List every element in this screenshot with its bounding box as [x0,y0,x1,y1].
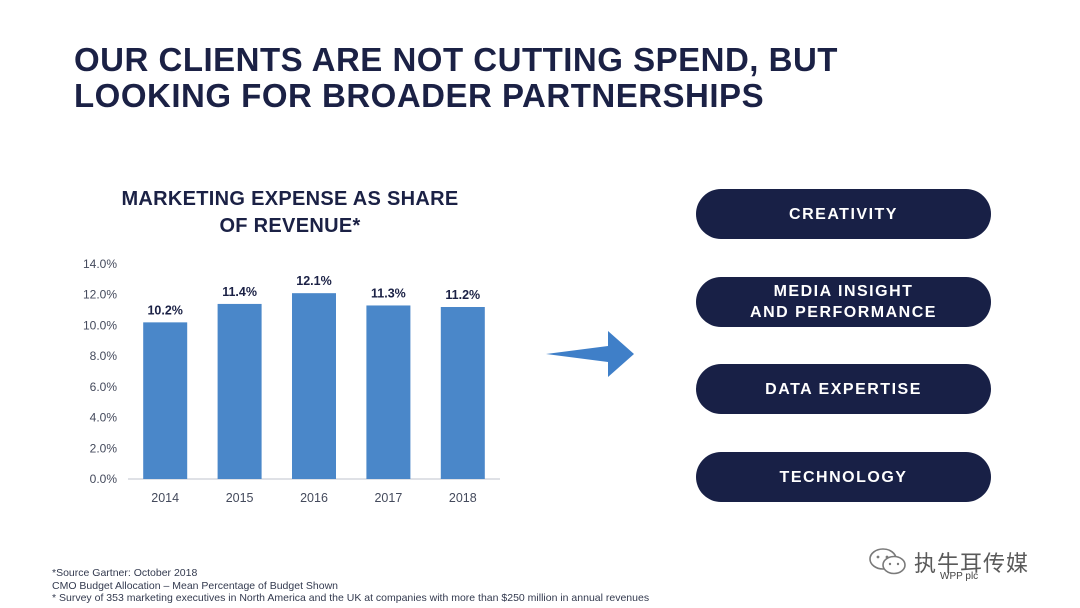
y-tick-label: 12.0% [83,288,117,302]
slide-title-line-2: LOOKING FOR BROADER PARTNERSHIPS [74,77,765,114]
bar-2017 [366,305,411,479]
footnote-source: *Source Gartner: October 2018 [52,567,198,579]
pill-media-insight-line-2: AND PERFORMANCE [750,304,937,321]
x-tick-label-2018: 2018 [449,491,477,505]
x-tick-label-2014: 2014 [151,491,179,505]
slide-title: OUR CLIENTS ARE NOT CUTTING SPEND, BUT L… [74,42,974,114]
watermark: 执牛耳传媒 [868,542,1068,582]
company-name: WPP plc [940,571,979,582]
y-tick-label: 8.0% [90,349,118,363]
bar-chart: 0.0% 2.0% 4.0% 6.0% 8.0% 10.0% 12.0% 14.0% 10.2%… [83,257,500,505]
pill-data-expertise-label: DATA EXPERTISE [765,380,922,398]
pill-media-insight-line-1: MEDIA INSIGHT [773,283,914,300]
x-tick-label-2017: 2017 [374,491,402,505]
x-tick-label-2015: 2015 [226,491,254,505]
data-label-2016: 12.1% [296,274,331,288]
footnote-survey: * Survey of 353 marketing executives in … [52,592,650,604]
footnotes: *Source Gartner: October 2018 CMO Budget… [52,567,812,605]
data-label-2014: 10.2% [147,303,182,317]
y-tick-label: 14.0% [83,257,117,271]
pill-creativity: CREATIVITY [696,189,991,239]
bar-2014 [143,322,188,479]
chart-title: MARKETING EXPENSE AS SHARE OF REVENUE* [100,186,480,240]
slide-title-line-1: OUR CLIENTS ARE NOT CUTTING SPEND, BUT [74,41,838,78]
bar-2016 [292,293,336,479]
y-tick-label: 4.0% [90,411,118,425]
data-label-2017: 11.3% [371,286,406,300]
watermark-text: 执牛耳传媒 [914,552,1030,577]
y-tick-label: 10.0% [83,318,117,332]
wechat-icon [869,548,906,575]
pill-creativity-label: CREATIVITY [789,205,898,223]
y-tick-label: 2.0% [90,441,118,455]
right-arrow-icon [546,331,634,377]
bar-2018 [440,307,485,479]
pill-data-expertise: DATA EXPERTISE [696,364,991,414]
chart-title-line-2: OF REVENUE* [219,215,361,237]
pill-technology: TECHNOLOGY [696,452,991,502]
x-tick-label-2016: 2016 [300,491,328,505]
chart-title-line-1: MARKETING EXPENSE AS SHARE [121,188,459,210]
y-tick-label: 0.0% [90,472,118,486]
pill-technology-label: TECHNOLOGY [779,468,908,486]
y-tick-label: 6.0% [90,380,118,394]
data-label-2018: 11.2% [445,288,480,302]
pill-media-insight: MEDIA INSIGHT AND PERFORMANCE [696,277,991,327]
bar-2015 [217,303,262,479]
data-label-2015: 11.4% [222,285,257,299]
footnote-allocation: CMO Budget Allocation – Mean Percentage … [52,579,339,592]
